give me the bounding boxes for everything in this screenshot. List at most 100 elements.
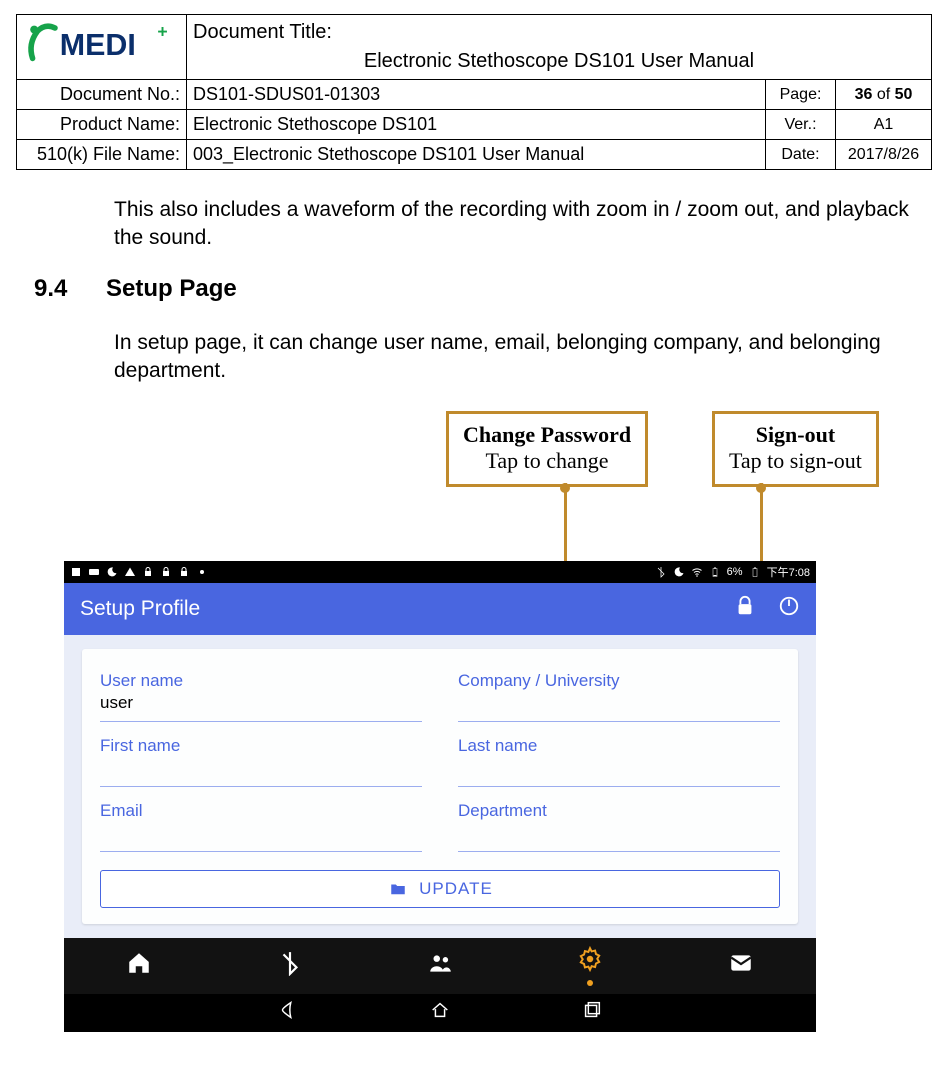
field-lastname[interactable]: Last name: [458, 724, 780, 787]
doc-title-label: Document Title:: [193, 21, 332, 43]
page-current: 36: [855, 86, 873, 103]
nav-recent-icon[interactable]: [581, 999, 603, 1027]
callout-change-password: Change Password Tap to change: [446, 411, 648, 487]
app-screenshot: 6% 下午7:08 Setup Profile Use: [64, 561, 816, 1032]
email-value: [100, 821, 422, 843]
date-value: 2017/8/26: [836, 140, 932, 170]
last-label: Last name: [458, 736, 780, 756]
sign-out-icon[interactable]: [778, 595, 800, 623]
field-company[interactable]: Company / University: [458, 659, 780, 722]
tab-settings[interactable]: [577, 946, 603, 986]
doc-title-value: Electronic Stethoscope DS101 User Manual: [193, 50, 925, 73]
username-label: User name: [100, 671, 422, 691]
field-department[interactable]: Department: [458, 789, 780, 852]
status-left: [70, 566, 208, 578]
tab-people[interactable]: [427, 950, 453, 982]
first-underline: [100, 786, 422, 787]
status-battery-icon: [709, 566, 721, 578]
callout-pw-sub: Tap to change: [463, 448, 631, 474]
tab-home[interactable]: [126, 950, 152, 982]
svg-text:+: +: [157, 22, 167, 42]
android-nav-bar: [64, 994, 816, 1032]
file-label: 510(k) File Name:: [17, 140, 187, 170]
doc-no-value: DS101-SDUS01-01303: [187, 80, 766, 110]
section-number: 9.4: [34, 275, 106, 303]
status-lock-icon: [142, 566, 154, 578]
status-bluetooth-icon: [655, 566, 667, 578]
intro-paragraph: This also includes a waveform of the rec…: [114, 196, 932, 253]
status-app-icon: [70, 566, 82, 578]
leader-dot-pw: [560, 483, 570, 493]
last-underline: [458, 786, 780, 787]
company-value: [458, 691, 780, 713]
dept-underline: [458, 851, 780, 852]
email-underline: [100, 851, 422, 852]
callout-pw-title: Change Password: [463, 422, 631, 448]
imedi-logo: MEDI +: [23, 19, 183, 69]
update-label: UPDATE: [419, 879, 493, 899]
doc-title-cell: Document Title: Electronic Stethoscope D…: [187, 15, 932, 80]
app-bar: Setup Profile: [64, 583, 816, 635]
status-battery2-icon: [749, 566, 761, 578]
status-right: 6% 下午7:08: [655, 564, 810, 580]
leader-line-pw: [564, 483, 567, 561]
status-dnd-icon: [673, 566, 685, 578]
section-description: In setup page, it can change user name, …: [114, 329, 932, 386]
page-value: 36 of 50: [836, 80, 932, 110]
page-label: Page:: [766, 80, 836, 110]
status-moon-icon: [106, 566, 118, 578]
change-password-icon[interactable]: [734, 595, 756, 623]
callout-sign-out: Sign-out Tap to sign-out: [712, 411, 879, 487]
leader-line-so: [760, 483, 763, 561]
appbar-title: Setup Profile: [80, 597, 200, 621]
dept-label: Department: [458, 801, 780, 821]
field-email[interactable]: Email: [100, 789, 422, 852]
section-title: Setup Page: [106, 275, 237, 302]
ver-value: A1: [836, 110, 932, 140]
field-firstname[interactable]: First name: [100, 724, 422, 787]
nav-home-icon[interactable]: [429, 999, 451, 1027]
doc-header-table: MEDI + Document Title: Electronic Stetho…: [16, 14, 932, 170]
page-of: of: [872, 86, 894, 103]
status-wifi-icon: [691, 566, 703, 578]
dept-value: [458, 821, 780, 843]
bottom-tab-bar: [64, 938, 816, 994]
callout-so-sub: Tap to sign-out: [729, 448, 862, 474]
leader-dot-so: [756, 483, 766, 493]
last-value: [458, 756, 780, 778]
username-value: user: [100, 691, 422, 713]
section-heading: 9.4Setup Page: [34, 275, 932, 303]
status-time: 下午7:08: [767, 564, 810, 580]
first-value: [100, 756, 422, 778]
update-button[interactable]: UPDATE: [100, 870, 780, 908]
company-underline: [458, 721, 780, 722]
product-label: Product Name:: [17, 110, 187, 140]
nav-back-icon[interactable]: [277, 999, 299, 1027]
email-label: Email: [100, 801, 422, 821]
page-total: 50: [895, 86, 913, 103]
tab-bluetooth[interactable]: [277, 950, 303, 982]
status-battery-pct: 6%: [727, 566, 743, 578]
status-card-icon: [88, 566, 100, 578]
company-label: Company / University: [458, 671, 780, 691]
svg-text:MEDI: MEDI: [60, 28, 136, 62]
tab-mail[interactable]: [728, 950, 754, 982]
status-lock2-icon: [160, 566, 172, 578]
status-warning-icon: [124, 566, 136, 578]
ver-label: Ver.:: [766, 110, 836, 140]
username-underline: [100, 721, 422, 722]
field-username[interactable]: User name user: [100, 659, 422, 722]
logo-cell: MEDI +: [17, 15, 187, 80]
callout-row: Change Password Tap to change Sign-out T…: [16, 411, 932, 561]
status-dot-icon: [196, 566, 208, 578]
form-area: User name user Company / University Firs…: [64, 635, 816, 938]
folder-icon: [387, 880, 409, 898]
status-lock3-icon: [178, 566, 190, 578]
callout-so-title: Sign-out: [729, 422, 862, 448]
android-status-bar: 6% 下午7:08: [64, 561, 816, 583]
first-label: First name: [100, 736, 422, 756]
profile-card: User name user Company / University Firs…: [82, 649, 798, 924]
doc-no-label: Document No.:: [17, 80, 187, 110]
file-value: 003_Electronic Stethoscope DS101 User Ma…: [187, 140, 766, 170]
product-value: Electronic Stethoscope DS101: [187, 110, 766, 140]
